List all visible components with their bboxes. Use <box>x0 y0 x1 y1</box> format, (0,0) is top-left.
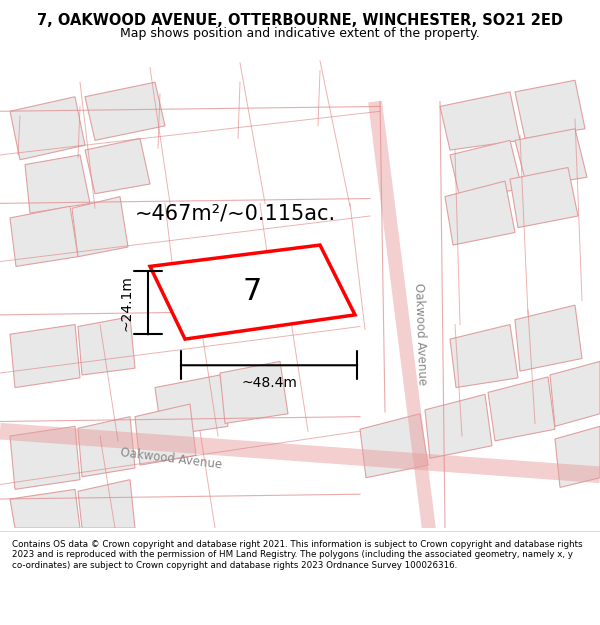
Polygon shape <box>25 155 90 213</box>
Polygon shape <box>515 129 587 187</box>
Text: 7, OAKWOOD AVENUE, OTTERBOURNE, WINCHESTER, SO21 2ED: 7, OAKWOOD AVENUE, OTTERBOURNE, WINCHEST… <box>37 13 563 28</box>
Polygon shape <box>85 138 150 194</box>
Text: Contains OS data © Crown copyright and database right 2021. This information is : Contains OS data © Crown copyright and d… <box>12 540 583 569</box>
Polygon shape <box>10 324 80 388</box>
Polygon shape <box>10 489 80 528</box>
Polygon shape <box>10 426 80 489</box>
Text: Oakwood Avenue: Oakwood Avenue <box>412 283 428 386</box>
Text: ~24.1m: ~24.1m <box>119 275 133 331</box>
Polygon shape <box>85 82 165 141</box>
Polygon shape <box>78 479 135 528</box>
Polygon shape <box>220 361 288 423</box>
Polygon shape <box>72 197 128 257</box>
Polygon shape <box>360 414 428 478</box>
Polygon shape <box>510 168 578 228</box>
Polygon shape <box>450 141 522 199</box>
Polygon shape <box>550 361 600 426</box>
Polygon shape <box>135 404 196 465</box>
Polygon shape <box>78 317 135 375</box>
Polygon shape <box>150 245 355 339</box>
Polygon shape <box>78 417 135 477</box>
Polygon shape <box>10 206 78 266</box>
Polygon shape <box>10 97 85 160</box>
Polygon shape <box>515 80 585 138</box>
Text: ~467m²/~0.115ac.: ~467m²/~0.115ac. <box>134 203 335 223</box>
Polygon shape <box>488 377 555 441</box>
Polygon shape <box>445 181 515 245</box>
Polygon shape <box>555 426 600 488</box>
Text: Oakwood Avenue: Oakwood Avenue <box>120 446 223 471</box>
Polygon shape <box>440 92 520 150</box>
Polygon shape <box>155 375 228 436</box>
Text: ~48.4m: ~48.4m <box>241 376 297 390</box>
Polygon shape <box>515 305 582 371</box>
Text: 7: 7 <box>243 277 262 306</box>
Text: Map shows position and indicative extent of the property.: Map shows position and indicative extent… <box>120 27 480 40</box>
Polygon shape <box>425 394 492 458</box>
Polygon shape <box>450 324 518 388</box>
